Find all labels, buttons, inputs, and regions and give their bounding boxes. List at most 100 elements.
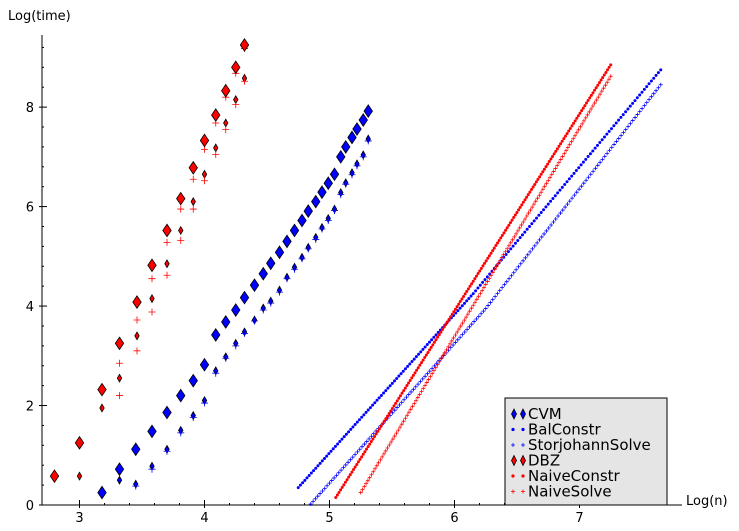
data-point	[402, 397, 407, 402]
legend-marker	[521, 443, 525, 447]
data-point	[574, 169, 578, 173]
data-point	[390, 437, 395, 442]
data-point	[385, 445, 390, 450]
legend-label: DBZ	[528, 452, 560, 470]
data-point	[353, 465, 357, 469]
data-point	[528, 224, 531, 228]
data-point	[419, 350, 423, 354]
data-point	[473, 277, 477, 281]
data-point	[403, 416, 408, 421]
plus-point	[163, 238, 171, 246]
data-point	[449, 315, 453, 319]
data-point	[496, 241, 500, 245]
data-point	[369, 434, 374, 439]
data-point	[560, 185, 564, 189]
data-point	[437, 359, 442, 364]
data-point	[386, 386, 390, 390]
plus-point	[222, 354, 230, 362]
plus-point	[212, 369, 220, 377]
data-point	[358, 457, 362, 461]
data-point	[542, 231, 547, 236]
data-point	[516, 264, 521, 269]
data-point	[423, 356, 427, 360]
data-point	[380, 454, 385, 459]
data-point	[397, 396, 401, 400]
data-point	[598, 160, 603, 165]
data-point	[542, 208, 546, 212]
data-point	[444, 347, 449, 352]
x-tick-label: 6	[450, 511, 458, 526]
data-point	[339, 488, 343, 492]
data-point	[390, 381, 394, 385]
data-point	[432, 335, 436, 339]
data-point	[478, 283, 482, 287]
legend-entry-cvm: CVM	[511, 405, 562, 423]
data-point	[539, 210, 543, 214]
data-point	[355, 420, 359, 424]
data-point	[458, 300, 462, 304]
plus-point	[232, 101, 240, 109]
data-point	[642, 103, 647, 108]
x-tick-label: 4	[200, 511, 208, 526]
data-point	[606, 68, 610, 72]
data-point	[601, 76, 605, 80]
data-point	[410, 376, 414, 380]
data-point	[572, 171, 576, 175]
data-point	[585, 112, 590, 117]
data-point	[379, 424, 383, 428]
data-point	[588, 152, 592, 156]
data-point	[508, 240, 513, 245]
series-storjohannsolve	[308, 82, 663, 507]
data-point	[358, 418, 361, 422]
data-point	[589, 106, 594, 111]
data-point	[441, 328, 445, 332]
data-point	[442, 325, 446, 329]
series-plus-cvm	[132, 137, 372, 490]
data-point	[560, 139, 564, 143]
data-point	[423, 374, 428, 379]
data-point	[374, 463, 379, 468]
data-point	[507, 276, 512, 281]
data-point	[488, 272, 492, 276]
data-point	[320, 459, 324, 463]
data-point	[375, 398, 379, 402]
data-point	[460, 332, 465, 337]
data-point	[345, 478, 349, 482]
data-point	[371, 469, 376, 474]
data-point	[342, 483, 346, 487]
data-point	[479, 311, 484, 316]
data-point	[500, 233, 504, 237]
data-point	[408, 362, 412, 366]
data-point	[147, 424, 157, 439]
data-point	[624, 110, 628, 114]
data-point	[533, 182, 537, 186]
data-point	[334, 473, 339, 478]
data-point	[434, 338, 438, 342]
data-point	[481, 285, 486, 290]
data-point	[318, 491, 323, 496]
data-point	[415, 368, 419, 372]
data-point	[481, 309, 486, 314]
data-point	[490, 270, 495, 275]
data-point	[596, 95, 601, 100]
data-point	[511, 244, 515, 248]
data-point	[478, 269, 482, 273]
data-point	[610, 127, 614, 131]
data-point	[239, 290, 250, 305]
data-point	[366, 408, 370, 412]
small-diamond-point	[149, 293, 155, 304]
data-point	[318, 461, 322, 465]
data-point	[369, 472, 374, 477]
data-point	[362, 442, 367, 447]
data-point	[338, 440, 342, 444]
data-point	[314, 466, 318, 470]
data-point	[282, 234, 292, 249]
data-point	[393, 379, 396, 383]
data-point	[360, 487, 365, 492]
data-point	[465, 327, 470, 332]
data-point	[401, 419, 406, 424]
data-point	[593, 88, 597, 92]
data-point	[323, 456, 326, 460]
data-point	[394, 431, 399, 436]
data-point	[563, 183, 567, 187]
